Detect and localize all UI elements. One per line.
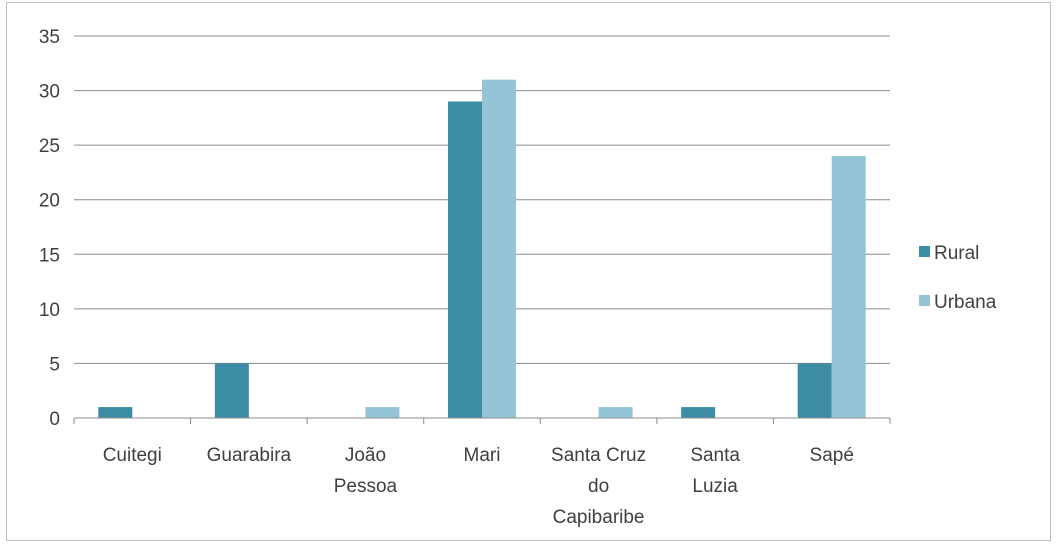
x-axis-category-labels: Cuitegi Guarabira João Pessoa Mari Santa Cruz… xyxy=(103,445,854,528)
x-category-label: Pessoa xyxy=(334,476,398,497)
x-category-label: Sapé xyxy=(810,445,854,466)
legend-swatch-rural xyxy=(919,246,930,257)
y-axis-tick-labels: 0 5 10 15 20 25 30 35 xyxy=(39,27,60,430)
bar-urbana-2 xyxy=(365,407,400,418)
bar-rural-6 xyxy=(797,363,832,418)
bar-rural-5 xyxy=(681,407,716,418)
y-tick-label: 10 xyxy=(39,300,60,321)
x-category-label: Santa Cruz xyxy=(551,445,646,466)
y-tick-label: 30 xyxy=(39,82,60,103)
legend: Rural Urbana xyxy=(919,243,997,313)
x-category-label: Luzia xyxy=(692,476,738,497)
bar-urbana-4 xyxy=(598,407,633,418)
legend-label-urbana: Urbana xyxy=(934,292,997,313)
y-tick-label: 25 xyxy=(39,136,60,157)
bar-rural-1 xyxy=(214,363,249,418)
x-category-label: João xyxy=(345,445,386,466)
chart-frame xyxy=(6,2,1051,541)
x-category-label: Cuitegi xyxy=(103,445,162,466)
bar-rural-0 xyxy=(98,407,133,418)
y-tick-label: 15 xyxy=(39,245,60,266)
bar-rural-3 xyxy=(448,101,482,418)
x-category-label: Capibaribe xyxy=(553,507,645,528)
x-category-label: do xyxy=(588,476,609,497)
bars xyxy=(98,79,866,419)
x-category-label: Guarabira xyxy=(207,445,292,466)
bar-urbana-6 xyxy=(831,156,866,419)
x-category-label: Santa xyxy=(690,445,740,466)
x-axis xyxy=(73,417,891,424)
y-tick-label: 0 xyxy=(49,409,60,430)
x-category-label: Mari xyxy=(464,445,501,466)
y-tick-label: 20 xyxy=(39,191,60,212)
y-tick-label: 5 xyxy=(49,354,60,375)
bar-urbana-3 xyxy=(482,79,516,419)
y-tick-label: 35 xyxy=(39,27,60,48)
legend-swatch-urbana xyxy=(919,295,930,306)
legend-label-rural: Rural xyxy=(934,243,979,264)
